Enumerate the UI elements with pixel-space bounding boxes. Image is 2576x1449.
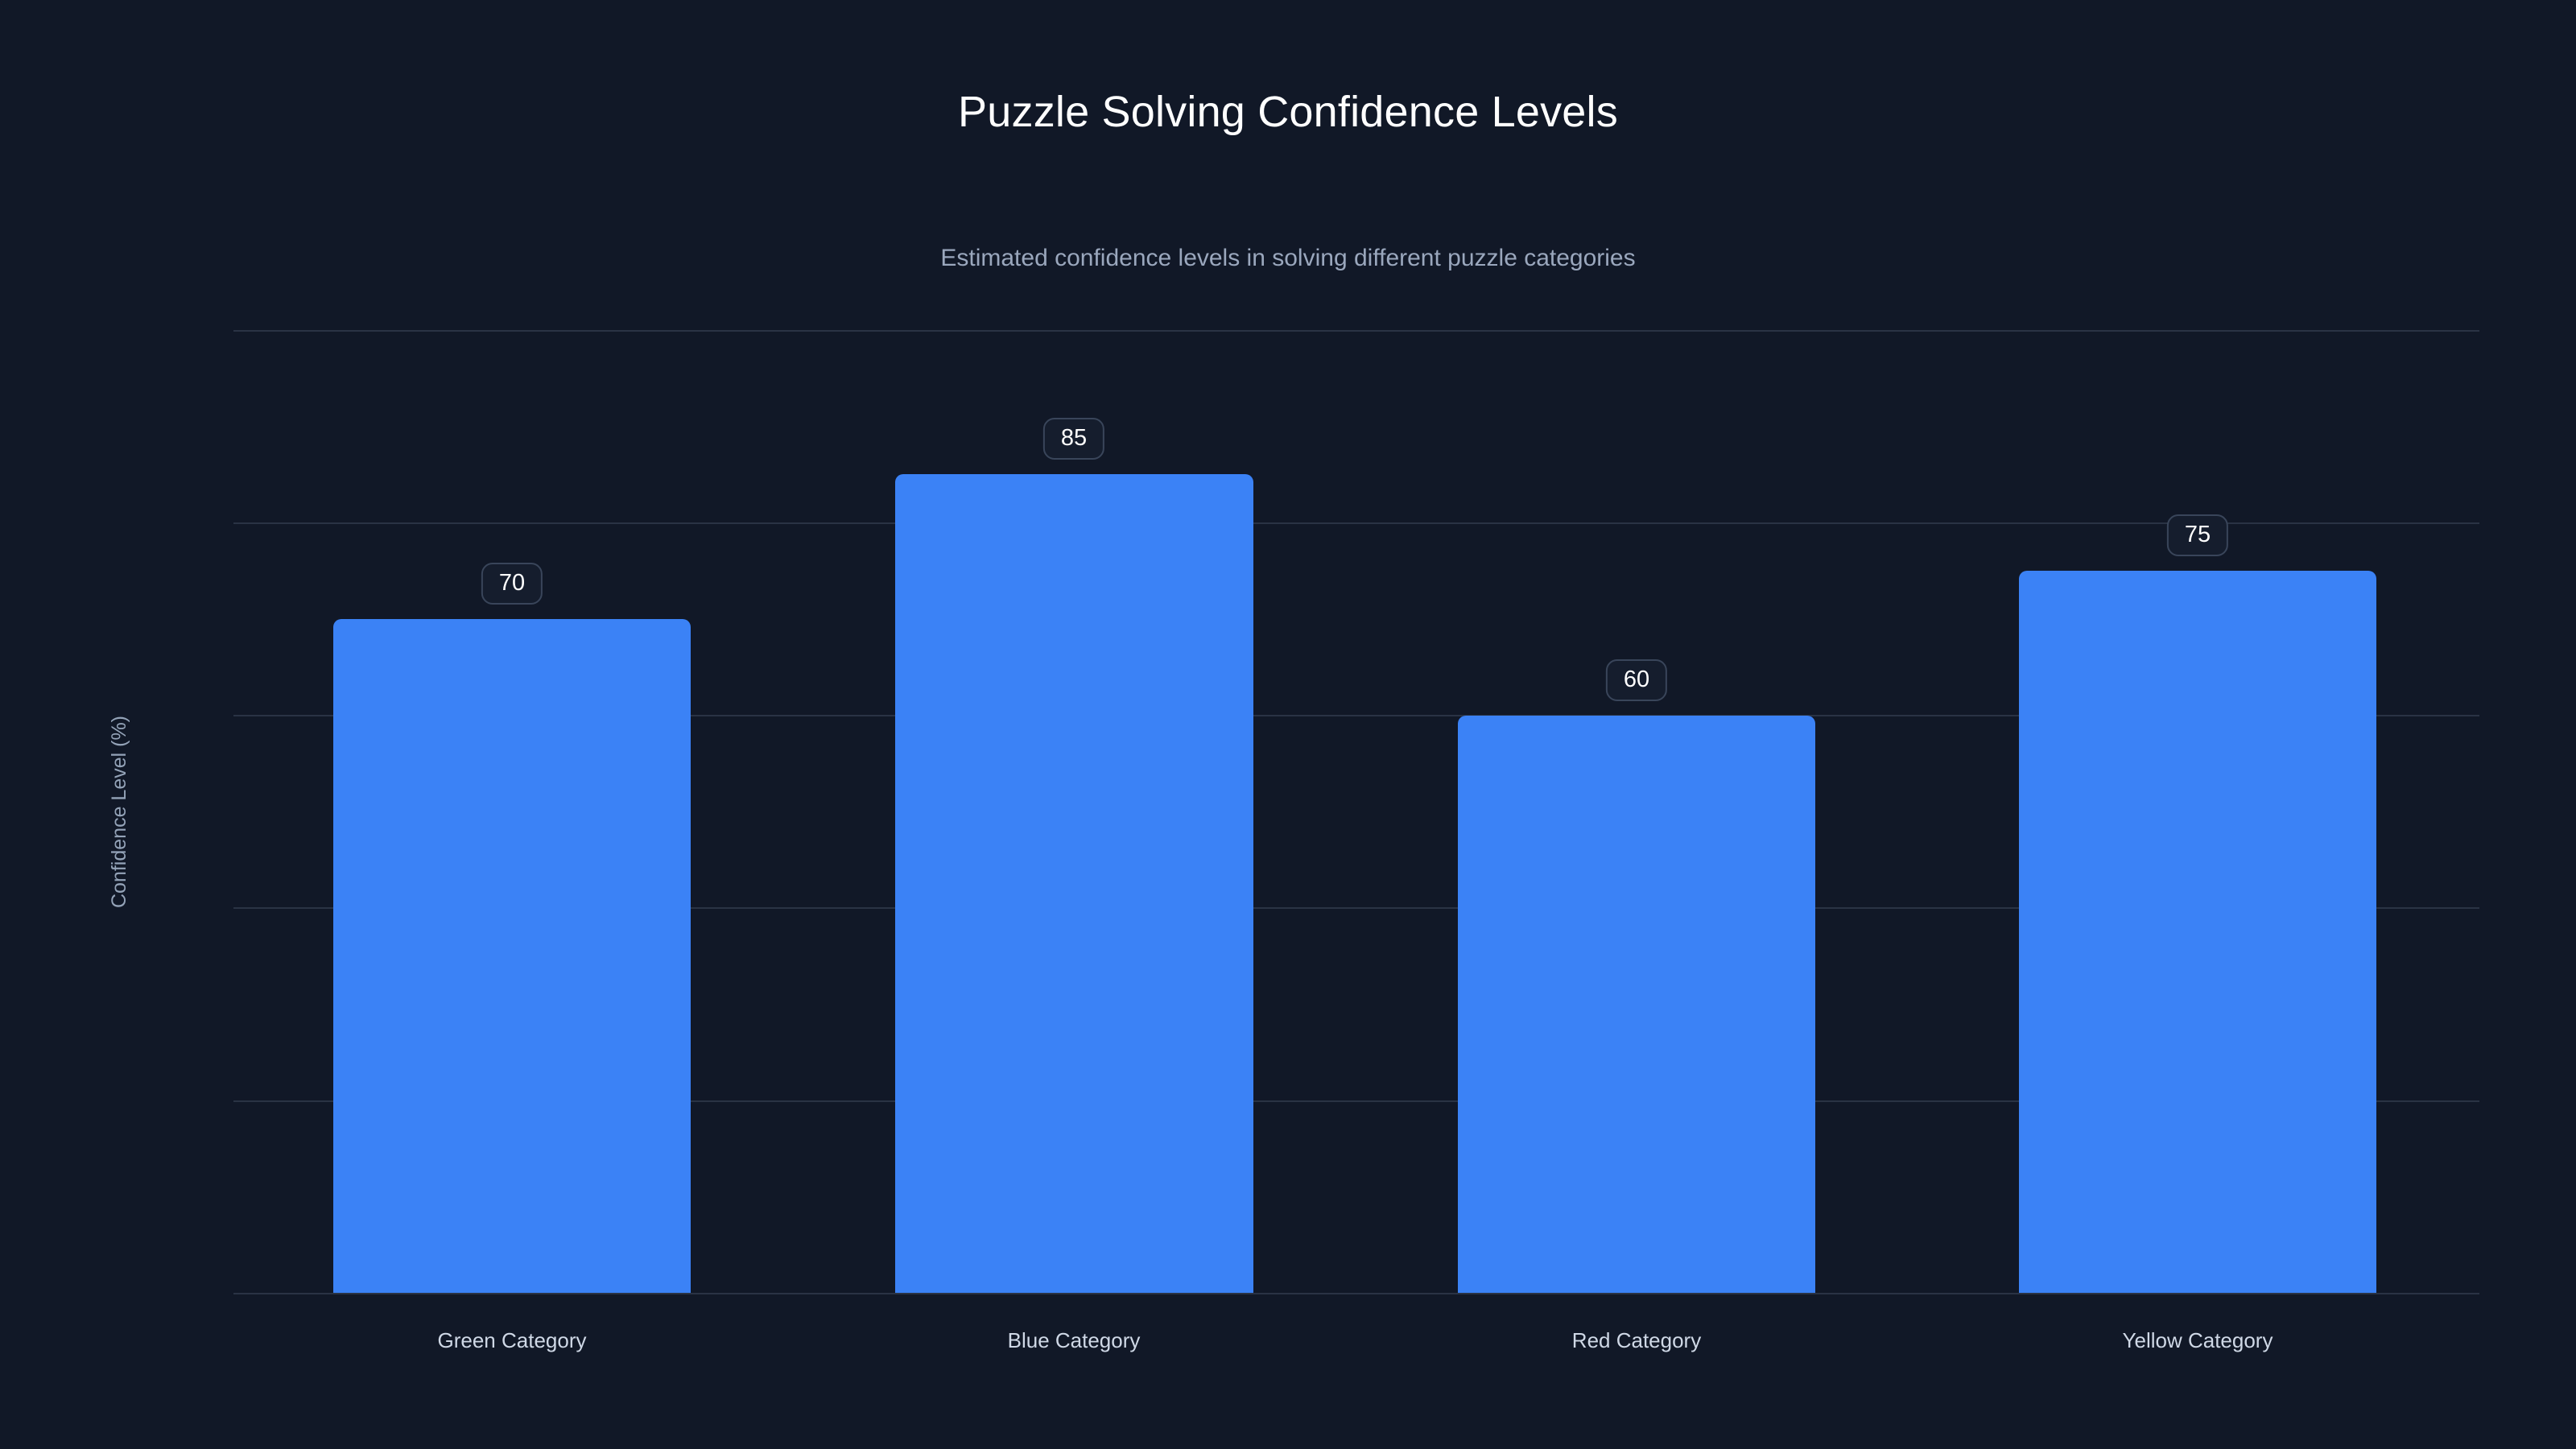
gridline-40 <box>233 907 2479 909</box>
value-label-red-category: 60 <box>1605 659 1668 701</box>
value-label-yellow-category: 75 <box>2166 514 2229 556</box>
bar-green-category[interactable] <box>333 619 691 1293</box>
bar-yellow-category[interactable] <box>2019 571 2376 1293</box>
x-tick-label-green-category: Green Category <box>437 1328 587 1352</box>
y-axis-title: Confidence Level (%) <box>103 330 135 1293</box>
x-tick-label-yellow-category: Yellow Category <box>2122 1328 2273 1352</box>
value-label-green-category: 70 <box>481 563 543 605</box>
value-label-blue-category: 85 <box>1042 418 1105 460</box>
y-axis-title-text: Confidence Level (%) <box>107 715 130 908</box>
bar-red-category[interactable] <box>1458 716 1815 1293</box>
x-tick-label-blue-category: Blue Category <box>1007 1328 1141 1352</box>
gridline-100 <box>233 330 2479 332</box>
gridline-60 <box>233 715 2479 716</box>
bar-blue-category[interactable] <box>895 474 1253 1293</box>
gridline-20 <box>233 1100 2479 1102</box>
chart-subtitle: Estimated confidence levels in solving d… <box>940 245 1636 271</box>
gridline-0 <box>233 1293 2479 1294</box>
gridline-80 <box>233 522 2479 524</box>
x-tick-label-red-category: Red Category <box>1571 1328 1702 1352</box>
page-title: Puzzle Solving Confidence Levels <box>958 88 1618 136</box>
plot-area: 100 80 60 40 20 0 70 85 60 75 <box>233 330 2479 1294</box>
